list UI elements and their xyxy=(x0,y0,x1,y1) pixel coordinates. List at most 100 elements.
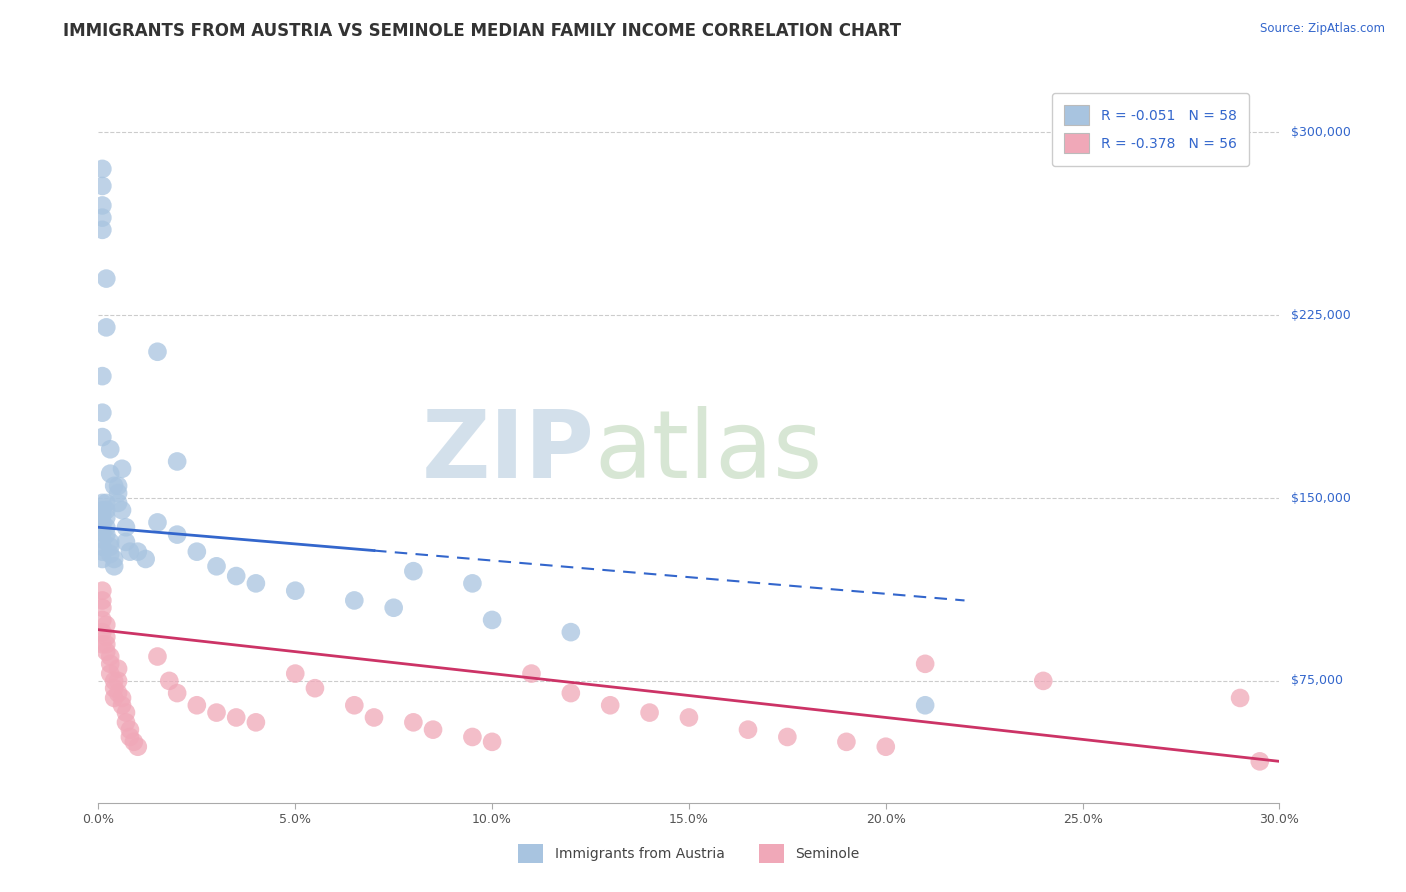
Point xyxy=(304,681,326,696)
Point xyxy=(115,535,138,549)
Point xyxy=(225,569,247,583)
Point xyxy=(776,730,799,744)
Point xyxy=(122,735,145,749)
Point xyxy=(91,508,114,522)
Point xyxy=(835,735,858,749)
Point xyxy=(96,271,118,285)
Point xyxy=(115,706,138,720)
Point xyxy=(96,503,118,517)
Point xyxy=(91,540,114,554)
Text: ZIP: ZIP xyxy=(422,406,595,498)
Point xyxy=(875,739,897,754)
Point xyxy=(245,715,267,730)
Point xyxy=(103,479,125,493)
Point xyxy=(115,715,138,730)
Point xyxy=(91,161,114,176)
Point xyxy=(914,698,936,713)
Point xyxy=(166,686,188,700)
Point xyxy=(103,681,125,696)
Point xyxy=(560,686,582,700)
Point xyxy=(146,649,169,664)
Point xyxy=(91,625,114,640)
Point xyxy=(91,198,114,212)
Point xyxy=(245,576,267,591)
Point xyxy=(402,715,425,730)
Point xyxy=(91,503,114,517)
Point xyxy=(107,486,129,500)
Point xyxy=(205,559,228,574)
Point xyxy=(91,593,114,607)
Point xyxy=(127,544,149,558)
Point xyxy=(96,645,118,659)
Point xyxy=(1032,673,1054,688)
Text: atlas: atlas xyxy=(595,406,823,498)
Point xyxy=(98,657,121,671)
Point xyxy=(186,544,208,558)
Point xyxy=(91,637,114,651)
Point xyxy=(98,649,121,664)
Point xyxy=(96,510,118,524)
Point xyxy=(284,583,307,598)
Point xyxy=(96,527,118,541)
Point xyxy=(461,576,484,591)
Point xyxy=(382,600,405,615)
Point xyxy=(737,723,759,737)
Point xyxy=(205,706,228,720)
Point xyxy=(91,544,114,558)
Point xyxy=(914,657,936,671)
Point xyxy=(115,520,138,534)
Point xyxy=(91,496,114,510)
Point xyxy=(96,496,118,510)
Point xyxy=(146,516,169,530)
Point xyxy=(98,442,121,457)
Point xyxy=(98,666,121,681)
Point xyxy=(91,600,114,615)
Point xyxy=(166,454,188,468)
Point xyxy=(91,223,114,237)
Point xyxy=(111,503,134,517)
Point xyxy=(560,625,582,640)
Point xyxy=(91,178,114,193)
Point xyxy=(343,698,366,713)
Point xyxy=(96,630,118,644)
Point xyxy=(98,540,121,554)
Point xyxy=(96,637,118,651)
Point xyxy=(118,723,141,737)
Point xyxy=(363,710,385,724)
Point xyxy=(91,520,114,534)
Point xyxy=(96,320,118,334)
Point xyxy=(107,686,129,700)
Point xyxy=(157,673,180,688)
Point xyxy=(98,467,121,481)
Point xyxy=(481,613,503,627)
Point xyxy=(96,617,118,632)
Point xyxy=(91,613,114,627)
Point xyxy=(91,525,114,540)
Point xyxy=(343,593,366,607)
Point xyxy=(91,369,114,384)
Text: $300,000: $300,000 xyxy=(1291,126,1350,139)
Point xyxy=(91,406,114,420)
Point xyxy=(111,698,134,713)
Point xyxy=(118,544,141,558)
Point xyxy=(98,535,121,549)
Point xyxy=(422,723,444,737)
Text: $225,000: $225,000 xyxy=(1291,309,1350,322)
Legend: Immigrants from Austria, Seminole: Immigrants from Austria, Seminole xyxy=(513,838,865,869)
Point xyxy=(107,673,129,688)
Text: IMMIGRANTS FROM AUSTRIA VS SEMINOLE MEDIAN FAMILY INCOME CORRELATION CHART: IMMIGRANTS FROM AUSTRIA VS SEMINOLE MEDI… xyxy=(63,22,901,40)
Point xyxy=(103,559,125,574)
Point xyxy=(91,533,114,547)
Point xyxy=(127,739,149,754)
Point xyxy=(91,583,114,598)
Point xyxy=(111,462,134,476)
Point xyxy=(520,666,543,681)
Point xyxy=(225,710,247,724)
Point xyxy=(638,706,661,720)
Point xyxy=(146,344,169,359)
Point xyxy=(461,730,484,744)
Point xyxy=(599,698,621,713)
Point xyxy=(103,673,125,688)
Point xyxy=(481,735,503,749)
Point xyxy=(135,552,157,566)
